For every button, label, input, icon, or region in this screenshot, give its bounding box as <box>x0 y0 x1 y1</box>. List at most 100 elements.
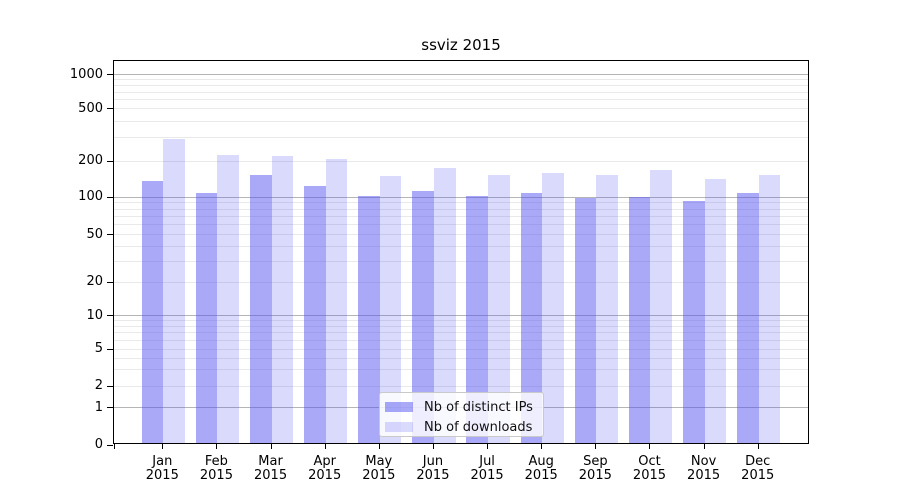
x-tick-mark <box>595 444 597 449</box>
gridline-minor <box>113 234 809 236</box>
bar-downloads <box>596 174 618 444</box>
gridline-minor <box>113 202 809 204</box>
gridline-minor <box>113 325 809 327</box>
gridline-minor <box>113 79 809 81</box>
gridline-minor <box>113 369 809 371</box>
bar-distinct-ips <box>520 192 543 444</box>
y-tick-mark <box>107 281 113 283</box>
legend-label-downloads: Nb of downloads <box>424 419 533 435</box>
bar-distinct-ips <box>574 198 597 444</box>
y-tick-label: 0 <box>94 437 103 452</box>
gridline-major <box>113 315 809 316</box>
bar-downloads <box>325 159 348 444</box>
y-tick-label: 5 <box>94 341 103 356</box>
y-tick-mark <box>107 196 113 198</box>
x-tick-mark <box>757 444 759 449</box>
gridline-minor <box>113 108 809 110</box>
gridline-minor <box>113 208 809 210</box>
legend: Nb of distinct IPs Nb of downloads <box>379 392 544 437</box>
x-tick-label: Sep 2015 <box>578 454 612 483</box>
gridline-minor <box>113 281 809 283</box>
gridline-minor <box>113 85 809 87</box>
gridline-minor <box>113 332 809 334</box>
legend-label-distinct-ips: Nb of distinct IPs <box>424 399 533 415</box>
x-tick-mark <box>649 444 651 449</box>
bar-downloads <box>163 139 185 444</box>
y-tick-label: 200 <box>78 153 103 168</box>
y-tick-mark <box>107 315 113 316</box>
legend-item-downloads: Nb of downloads <box>385 417 543 437</box>
bar-distinct-ips <box>412 191 434 444</box>
bar-downloads <box>650 170 673 444</box>
bar-distinct-ips <box>358 196 380 444</box>
y-tick-mark <box>107 385 113 387</box>
x-tick-mark <box>216 444 218 449</box>
y-tick-label: 10 <box>86 307 103 323</box>
legend-swatch-distinct-ips <box>385 402 413 412</box>
gridline-minor <box>113 216 809 218</box>
bar-distinct-ips <box>737 193 759 444</box>
bar-downloads <box>271 155 294 444</box>
y-tick-label: 1000 <box>69 66 103 82</box>
gridline-minor <box>113 160 809 162</box>
bar-distinct-ips <box>249 174 272 444</box>
x-tick-label: Jun 2015 <box>416 454 450 483</box>
y-tick-label: 50 <box>86 226 103 242</box>
x-tick-label: Jan 2015 <box>145 454 179 483</box>
gridline-minor <box>113 348 809 350</box>
legend-swatch-downloads <box>385 422 413 432</box>
x-tick-mark <box>162 444 164 449</box>
y-tick-mark <box>107 444 113 446</box>
y-tick-label: 100 <box>78 189 103 205</box>
gridline-minor <box>113 357 809 359</box>
plot-area <box>113 60 809 444</box>
y-tick-mark <box>107 74 113 75</box>
legend-item-distinct-ips: Nb of distinct IPs <box>385 397 543 417</box>
chart-title: ssviz 2015 <box>421 36 501 54</box>
gridline-minor <box>113 137 809 139</box>
x-tick-label: Aug 2015 <box>524 454 558 483</box>
y-tick-mark <box>107 348 113 350</box>
bar-downloads <box>758 174 781 444</box>
bar-downloads <box>433 168 456 444</box>
bars <box>113 60 809 444</box>
x-tick-mark <box>378 444 380 449</box>
x-tick-mark <box>487 444 489 449</box>
gridline-major <box>113 196 809 198</box>
x-tick-mark-origin <box>114 444 115 449</box>
x-tick-mark <box>270 444 272 449</box>
bar-distinct-ips <box>466 196 489 444</box>
y-tick-mark <box>107 108 113 110</box>
x-tick-label: Nov 2015 <box>687 454 721 483</box>
bar-distinct-ips <box>195 193 218 444</box>
bar-downloads <box>488 174 510 444</box>
gridline-minor <box>113 91 809 93</box>
bar-downloads <box>379 176 402 444</box>
x-tick-mark <box>541 444 543 449</box>
y-axis: 0 1 2 5 10 20 50 100 200 500 1000 <box>0 0 113 500</box>
x-tick-label: May 2015 <box>362 454 396 483</box>
y-tick-mark <box>107 160 113 162</box>
gridline-minor <box>113 245 809 247</box>
x-tick-mark <box>703 444 705 449</box>
gridline-minor <box>113 260 809 262</box>
x-tick-label: Feb 2015 <box>199 454 233 483</box>
y-tick-mark <box>107 407 113 409</box>
gridline-minor <box>113 320 809 322</box>
bar-distinct-ips <box>683 200 705 444</box>
gridline-minor <box>113 121 809 122</box>
bar-downloads <box>217 155 240 444</box>
bar-distinct-ips <box>141 181 164 444</box>
gridline-minor <box>113 99 809 101</box>
x-tick-mark <box>324 444 326 449</box>
bar-distinct-ips <box>304 185 326 444</box>
x-tick-label: Oct 2015 <box>632 454 667 483</box>
gridline-minor <box>113 224 809 226</box>
gridline-major <box>113 74 809 75</box>
y-tick-label: 500 <box>78 100 103 116</box>
y-tick-label: 20 <box>86 274 103 290</box>
gridline-minor <box>113 339 809 341</box>
x-tick-label: Mar 2015 <box>254 454 288 483</box>
